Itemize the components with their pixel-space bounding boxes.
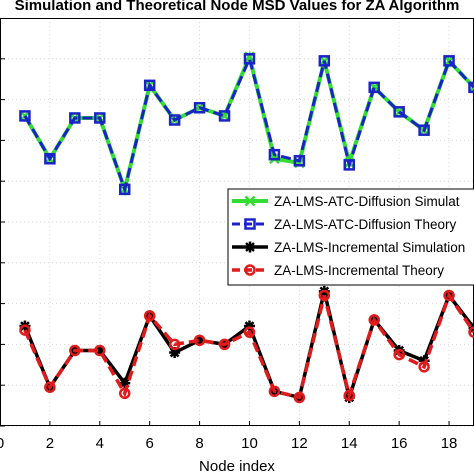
series-line: [23, 54, 474, 195]
x-tick-label: 4: [96, 435, 104, 452]
data-point-marker: [418, 355, 430, 367]
x-tick-label: 16: [391, 435, 408, 452]
data-point-marker: [168, 338, 181, 351]
data-point-marker: [143, 79, 156, 92]
data-point-marker: [194, 334, 206, 346]
legend-entry: ZA-LMS-Incremental Simulation: [232, 240, 465, 255]
data-point-marker: [468, 81, 474, 94]
data-point-marker: [418, 361, 430, 373]
data-point-marker: [118, 183, 131, 196]
legend-swatch-marker: [244, 241, 256, 253]
x-tick-label: 12: [291, 435, 308, 452]
data-point-marker: [193, 102, 206, 114]
series-3: [19, 285, 474, 404]
legend-entry: ZA-LMS-ATC-Diffusion Theory: [232, 217, 457, 232]
legend-label: ZA-LMS-ATC-Diffusion Simulat: [274, 194, 460, 209]
data-point-marker: [268, 148, 281, 161]
legend-swatch-marker: [244, 218, 256, 230]
data-point-marker: [393, 348, 405, 361]
data-point-marker: [443, 289, 455, 302]
data-point-marker: [219, 110, 230, 122]
legend-label: ZA-LMS-Incremental Theory: [274, 263, 444, 278]
chart-title: Simulation and Theoretical Node MSD Valu…: [15, 0, 460, 14]
x-tick-label: 8: [195, 435, 203, 452]
x-tick-label: 10: [241, 435, 258, 452]
series-4: [19, 289, 474, 404]
data-point-marker: [243, 53, 256, 65]
data-point-marker: [343, 159, 356, 171]
data-point-marker: [94, 112, 106, 124]
series-line: [23, 291, 474, 402]
legend-entry: ZA-LMS-ATC-Diffusion Simulat: [232, 194, 460, 209]
data-point-marker: [293, 391, 306, 404]
x-tick-label: 14: [341, 435, 358, 452]
data-point-marker: [293, 155, 306, 167]
data-point-marker: [243, 326, 256, 338]
data-point-marker: [94, 345, 106, 357]
x-axis-label: Node index: [199, 458, 275, 474]
legend: ZA-LMS-ATC-Diffusion Simulat ZA-LMS-ATC-D…: [227, 188, 474, 286]
data-point-marker: [44, 381, 56, 393]
data-point-marker: [218, 338, 231, 351]
data-point-marker: [119, 377, 131, 389]
data-point-marker: [69, 344, 81, 357]
data-point-marker: [94, 344, 106, 357]
data-point-marker: [443, 55, 455, 67]
legend-swatch-marker: [244, 195, 256, 207]
data-point-marker: [44, 153, 56, 165]
data-point-marker: [19, 324, 31, 336]
data-point-marker: [243, 320, 255, 332]
data-point-marker: [393, 106, 405, 118]
data-point-marker: [268, 385, 281, 398]
data-point-marker: [69, 112, 81, 124]
x-tick-label: 18: [441, 435, 458, 452]
series-layer: [19, 50, 474, 404]
data-point-marker: [218, 110, 231, 122]
data-point-marker: [169, 347, 181, 359]
series-1: [19, 50, 474, 197]
legend-swatch-marker: [244, 264, 256, 276]
axes: 0 2 4 6 8 10 12 14 16 18: [0, 58, 458, 452]
data-point-marker: [418, 124, 430, 136]
legend-entry: ZA-LMS-Incremental Theory: [232, 263, 444, 278]
data-point-marker: [168, 114, 181, 126]
data-point-marker: [19, 110, 31, 122]
data-point-marker: [193, 334, 206, 347]
series-2: [19, 53, 474, 196]
legend-box: [227, 188, 474, 286]
data-point-marker: [118, 387, 131, 400]
data-point-marker: [143, 310, 156, 322]
data-point-marker: [368, 81, 380, 94]
legend-label: ZA-LMS-ATC-Diffusion Theory: [274, 217, 457, 232]
data-point-marker: [318, 289, 331, 302]
data-point-marker: [318, 55, 331, 67]
data-point-marker: [368, 81, 380, 93]
series-line: [23, 50, 474, 197]
data-point-marker: [368, 314, 380, 326]
x-tick-label: 0: [0, 435, 4, 452]
x-tick-label: 6: [146, 435, 154, 452]
data-point-marker: [343, 389, 356, 402]
x-tick-label: 2: [46, 435, 54, 452]
data-point-marker: [468, 326, 474, 338]
legend-label: ZA-LMS-Incremental Simulation: [274, 240, 465, 255]
